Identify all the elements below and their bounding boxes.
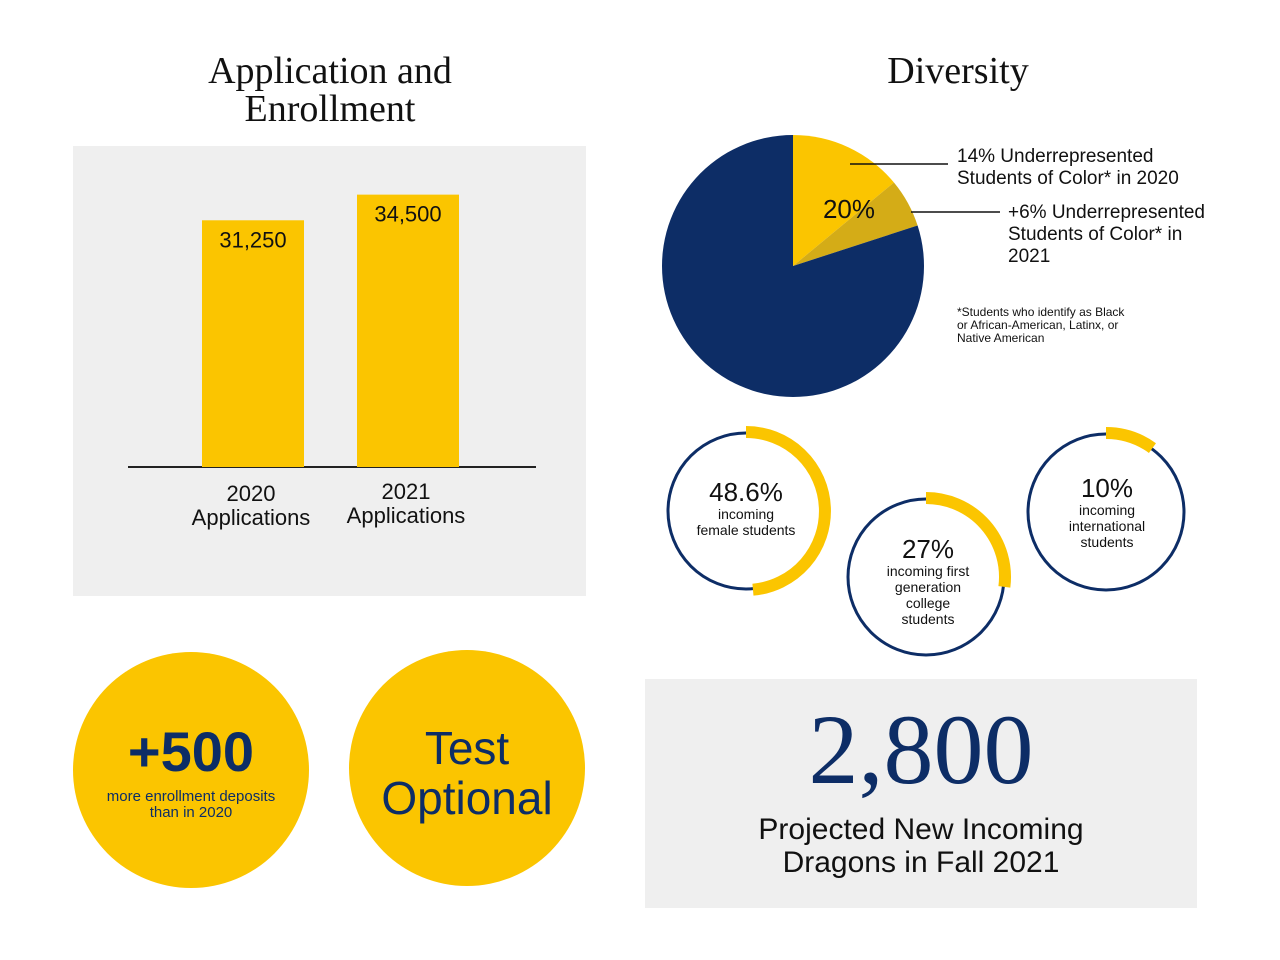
applications-bar-chart-panel: 31,250 2020 Applications 34,500 2021 Applicat… — [73, 146, 586, 596]
pie-annotation-2021-line2: Students of Color* in — [1008, 224, 1183, 245]
test-optional-circle: Test Optional — [349, 650, 585, 886]
bar-2 — [357, 194, 459, 467]
deposits-caption-line2: than in 2020 — [149, 804, 233, 821]
bar-category-label-1-line1: 2020 — [227, 481, 276, 506]
test-optional-line2: Optional — [381, 772, 553, 824]
bar-category-label-2-line2: Applications — [347, 503, 466, 528]
ring-caption-first-gen-line1: incoming first — [886, 563, 970, 579]
application-title-line1: Application and — [208, 50, 452, 92]
projected-dragons-caption: Projected New Incoming Dragons in Fall 2… — [645, 813, 1197, 879]
pie-center-label: 20% — [823, 194, 875, 224]
ring-text-female: 48.6% incoming female students — [666, 478, 826, 538]
ring-caption-international-line3: students — [1080, 534, 1134, 550]
ring-value-first-generation: 27% — [901, 534, 955, 564]
demographic-rings — [666, 426, 1186, 657]
deposits-caption-line1: more enrollment deposits — [106, 788, 276, 805]
bar-value-label-1: 31,250 — [219, 227, 286, 252]
deposits-value: +500 — [127, 720, 255, 783]
bar-category-label-2-line1: 2021 — [382, 479, 431, 504]
applications-bar-chart: 31,2502020Applications34,5002021Applicat… — [128, 194, 536, 530]
pie-slice-3 — [662, 135, 925, 397]
ring-progress-arc-1 — [745, 426, 831, 596]
deposits-circle: +500 more enrollment deposits than in 20… — [73, 652, 309, 888]
pie-annotation-2020: 14% Underrepresented Students of Color* … — [957, 146, 1257, 190]
ring-caption-first-gen-line3: college — [905, 595, 951, 611]
projected-dragons-caption-line1: Projected New Incoming — [758, 813, 1084, 846]
ring-caption-female-line1: incoming — [717, 506, 775, 522]
diversity-title-text: Diversity — [887, 50, 1029, 92]
ring-text-international: 10% incoming international students — [1027, 474, 1187, 550]
ring-caption-first-gen-line2: generation — [894, 579, 962, 595]
pie-annotation-2021-line1: +6% Underrepresented — [1008, 202, 1205, 223]
bar-value-label-2: 34,500 — [374, 202, 441, 227]
ring-caption-international-line1: incoming — [1078, 502, 1136, 518]
deposits-caption: more enrollment deposits than in 2020 — [83, 789, 299, 821]
bar-category-label-1-line2: Applications — [192, 505, 311, 530]
application-title-line2: Enrollment — [244, 88, 416, 130]
test-optional-text: Test Optional — [349, 723, 585, 823]
ring-progress-arc-2 — [925, 492, 1011, 588]
pie-footnote-line2: or African-American, Latinx, or — [957, 318, 1119, 332]
ring-caption-female-line2: female students — [696, 522, 796, 538]
ring-track-3 — [1026, 432, 1186, 592]
pie-slice-1 — [793, 135, 894, 266]
pie-annotation-2020-line1: 14% Underrepresented — [957, 146, 1154, 167]
ring-progress-arc-3 — [1105, 427, 1156, 454]
projected-dragons-panel: 2,800 Projected New Incoming Dragons in … — [645, 679, 1197, 908]
pie-footnote-line3: Native American — [957, 331, 1045, 345]
pie-slice-2 — [793, 182, 918, 266]
ring-caption-first-gen-line4: students — [901, 611, 955, 627]
ring-value-female: 48.6% — [709, 477, 783, 507]
ring-value-international: 10% — [1080, 473, 1134, 503]
pie-annotation-2020-line2: Students of Color* in 2020 — [957, 168, 1179, 189]
bar-1 — [202, 220, 304, 467]
projected-dragons-value: 2,800 — [808, 694, 1034, 805]
pie-annotation-2021: +6% Underrepresented Students of Color* … — [1008, 202, 1268, 268]
pie-annotation-2021-line3: 2021 — [1008, 246, 1051, 267]
application-enrollment-title: Application and Enrollment — [130, 52, 530, 128]
ring-caption-international-line2: international — [1068, 518, 1146, 534]
pie-footnote: *Students who identify as Black or Afric… — [957, 306, 1177, 345]
diversity-pie-chart: 20% — [662, 135, 1000, 397]
projected-dragons-caption-line2: Dragons in Fall 2021 — [782, 846, 1060, 879]
ring-text-first-generation: 27% incoming first generation college st… — [848, 535, 1008, 627]
pie-footnote-line1: *Students who identify as Black — [957, 305, 1125, 319]
diversity-title: Diversity — [800, 52, 1116, 90]
test-optional-line1: Test — [424, 722, 510, 774]
